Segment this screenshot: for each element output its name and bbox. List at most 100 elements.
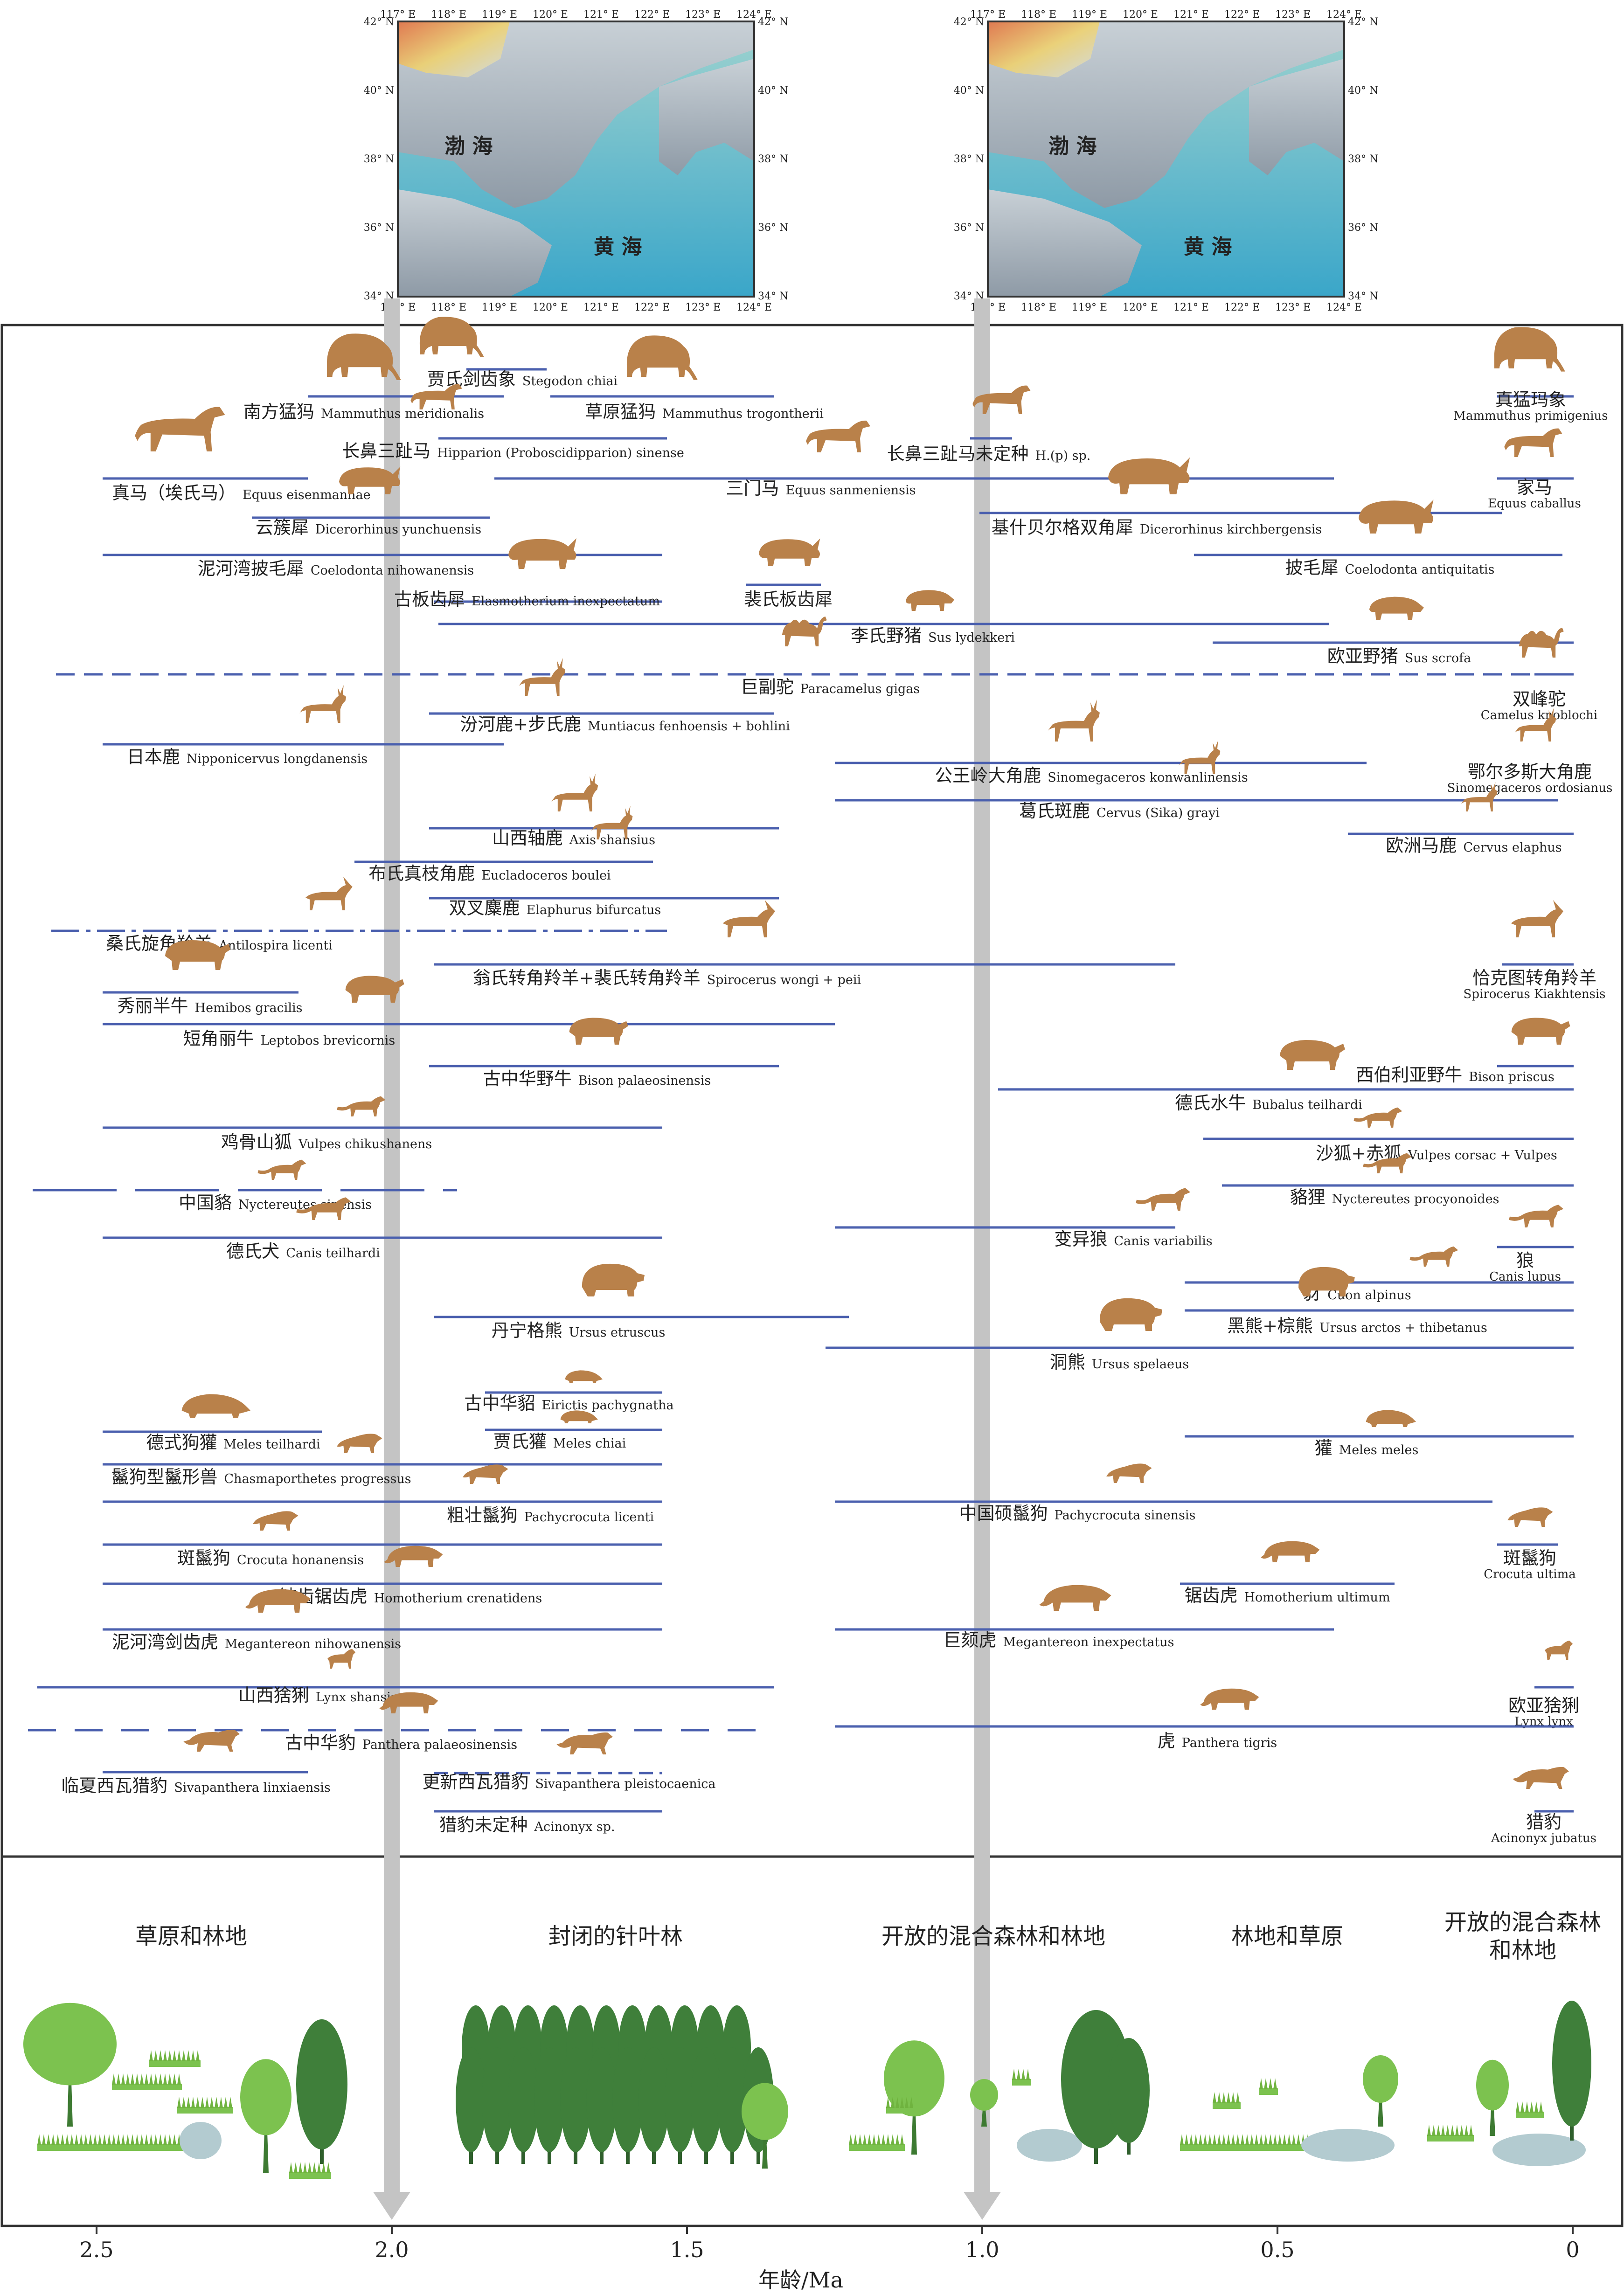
conifer-tree-icon (665, 2047, 695, 2164)
fox-silhouette (296, 1197, 351, 1220)
species-row: 沙狐+赤狐 Vulpes corsac + Vulpes (1203, 1107, 1574, 1164)
species-row: 欧洲马鹿 Cervus elaphus (1348, 782, 1574, 856)
lat-tick: 36° N (364, 222, 394, 234)
lat-tick: 40° N (364, 85, 394, 97)
species-name-latin: Mammuthus trogontherii (662, 407, 824, 421)
species-row: 泥河湾披毛犀 Coelodonta nihowanensis (103, 538, 662, 579)
species-name-latin: Coelodonta antiquitatis (1345, 562, 1495, 577)
mammoth-silhouette (1494, 327, 1565, 372)
species-row: 西伯利亚野牛 Bison priscus (1356, 1018, 1574, 1085)
species-name-cn: 长鼻三趾马 (342, 441, 430, 461)
species-name-latin: Dicerorhinus yunchuensis (315, 522, 481, 537)
pond-icon (1301, 2129, 1395, 2162)
pond-icon (180, 2122, 222, 2159)
hyena-silhouette (337, 1434, 382, 1453)
species-name-cn: 双峰驼 (1513, 689, 1566, 709)
species-name-latin: Sinomegaceros ordosianus (1447, 781, 1613, 795)
bear-silhouette (1298, 1267, 1355, 1296)
species-label: 古中华貂 Eirictis pachygnatha (464, 1393, 673, 1414)
species-name-latin: Ursus etruscus (569, 1325, 666, 1340)
species-name-cn: 西伯利亚野牛 (1356, 1065, 1462, 1085)
horse-silhouette (806, 420, 870, 452)
hyena-silhouette (1507, 1507, 1553, 1527)
lon-tick: 119° E (1072, 9, 1107, 21)
species-name-cn: 锯齿虎 (1184, 1585, 1237, 1606)
species-row: 更新西瓦猎豹 Sivapanthera pleistocaenica (422, 1732, 716, 1792)
badger-silhouette (560, 1410, 598, 1423)
cat-silhouette (1261, 1541, 1320, 1562)
fox-silhouette (1409, 1246, 1458, 1267)
lon-tick: 119° E (482, 9, 517, 21)
broadleaf-tree-icon (1363, 2055, 1398, 2127)
species-label: 古板齿犀 Elasmotherium inexpectatum (394, 589, 660, 610)
map-land-shandong (988, 189, 1142, 297)
species-label: 草原猛犸 Mammuthus trogontherii (585, 402, 824, 422)
species-name-cn: 中国貉 (179, 1192, 232, 1213)
species-label: 葛氏斑鹿 Cervus (Sika) grayi (1019, 801, 1220, 821)
deer-silhouette (1461, 782, 1498, 811)
lat-tick: 38° N (364, 153, 394, 165)
species-label: 貉狸 Nyctereutes procyonoides (1290, 1187, 1499, 1207)
species-row: 基什贝尔格双角犀 Dicerorhinus kirchbergensis (979, 457, 1502, 538)
conifer-tree-icon (612, 2047, 643, 2164)
grass-icon (1012, 2069, 1031, 2086)
sea-label-huanghai: 黄 海 (594, 235, 642, 259)
lon-tick: 117° E (380, 9, 416, 21)
species-name-cn: 裴氏板齿犀 (744, 589, 833, 610)
deer-silhouette (1048, 700, 1100, 742)
species-name-cn: 巨副驼 (741, 677, 794, 697)
species-name-cn: 黑熊+棕熊 (1227, 1316, 1313, 1336)
species-name-cn: 洞熊 (1050, 1352, 1085, 1372)
lon-tick: 121° E (1173, 9, 1209, 21)
species-name-cn: 李氏野猪 (851, 625, 922, 646)
camel-silhouette (782, 617, 827, 646)
species-label: 李氏野猪 Sus lydekkeri (851, 625, 1015, 646)
species-name-latin: Bison palaeosinensis (578, 1074, 711, 1088)
species-row: 粗壮鬣狗 Pachycrocuta licenti (103, 1464, 662, 1525)
lon-tick: 123° E (1275, 302, 1311, 313)
species-label: 临夏西瓦猎豹 Sivapanthera linxiaensis (61, 1775, 330, 1796)
species-label: 汾河鹿+步氏鹿 Muntiacus fenhoensis + bohlini (460, 714, 790, 735)
species-name-latin: Eucladoceros boulei (481, 868, 611, 883)
species-row: 中国貉 Nyctereutes sinensis (33, 1159, 457, 1213)
species-name-cn: 山西猞猁 (238, 1685, 309, 1705)
species-name-latin: Elaphurus bifurcatus (527, 903, 661, 917)
grass-icon (37, 2134, 187, 2151)
species-name-cn: 汾河鹿+步氏鹿 (460, 714, 581, 735)
species-name-cn: 鄂尔多斯大角鹿 (1468, 762, 1592, 782)
species-name-latin: Dicerorhinus kirchbergensis (1140, 522, 1322, 537)
lat-tick: 34° N (1348, 291, 1378, 302)
axis-tick-label: 1.0 (965, 2237, 999, 2262)
grass-icon (1213, 2092, 1241, 2109)
species-name-latin: Mammuthus primigenius (1453, 409, 1608, 423)
species-name-cn: 草原猛犸 (585, 402, 656, 422)
species-label: 古中华豹 Panthera palaeosinensis (285, 1733, 517, 1753)
grass-icon (149, 2050, 201, 2067)
conifer-tree-icon (560, 2047, 591, 2164)
bovine-silhouette (345, 976, 404, 1003)
species-name-latin: Elasmotherium inexpectatum (472, 594, 660, 609)
species-name-cn: 欧亚野猪 (1327, 646, 1398, 666)
species-label: 黑熊+棕熊 Ursus arctos + thibetanus (1227, 1316, 1487, 1336)
species-name-cn: 斑鬣狗 (1503, 1548, 1556, 1568)
species-name-cn: 丹宁格熊 (492, 1320, 562, 1341)
species-label: 中国貉 Nyctereutes sinensis (179, 1192, 372, 1213)
species-name-cn: 古中华貂 (464, 1393, 535, 1414)
broadleaf-tree-icon (970, 2079, 998, 2127)
species-row: 变异狼 Canis variabilis (835, 1188, 1213, 1249)
fox-silhouette (1136, 1188, 1191, 1211)
species-name-latin: Spirocerus wongi + peii (707, 973, 861, 987)
cat-silhouette (379, 1692, 438, 1713)
species-name-latin: Homotherium crenatidens (374, 1591, 542, 1606)
species-row: 翁氏转角羚羊+裴氏转角羚羊 Spirocerus wongi + peii (434, 900, 1175, 988)
conifer-tree-icon (482, 2047, 513, 2164)
species-label: 欧洲马鹿 Cervus elaphus (1386, 835, 1562, 856)
bovine-silhouette (1280, 1040, 1345, 1070)
species-row: 中国硕鬣狗 Pachycrocuta sinensis (835, 1463, 1492, 1524)
species-name-latin: Canis teilhardi (286, 1246, 380, 1261)
lat-tick: 36° N (954, 222, 984, 234)
species-label: 中国硕鬣狗 Pachycrocuta sinensis (959, 1503, 1196, 1524)
species-name-cn: 基什贝尔格双角犀 (992, 517, 1133, 538)
species-row: 古中华貂 Eirictis pachygnatha (464, 1370, 674, 1414)
